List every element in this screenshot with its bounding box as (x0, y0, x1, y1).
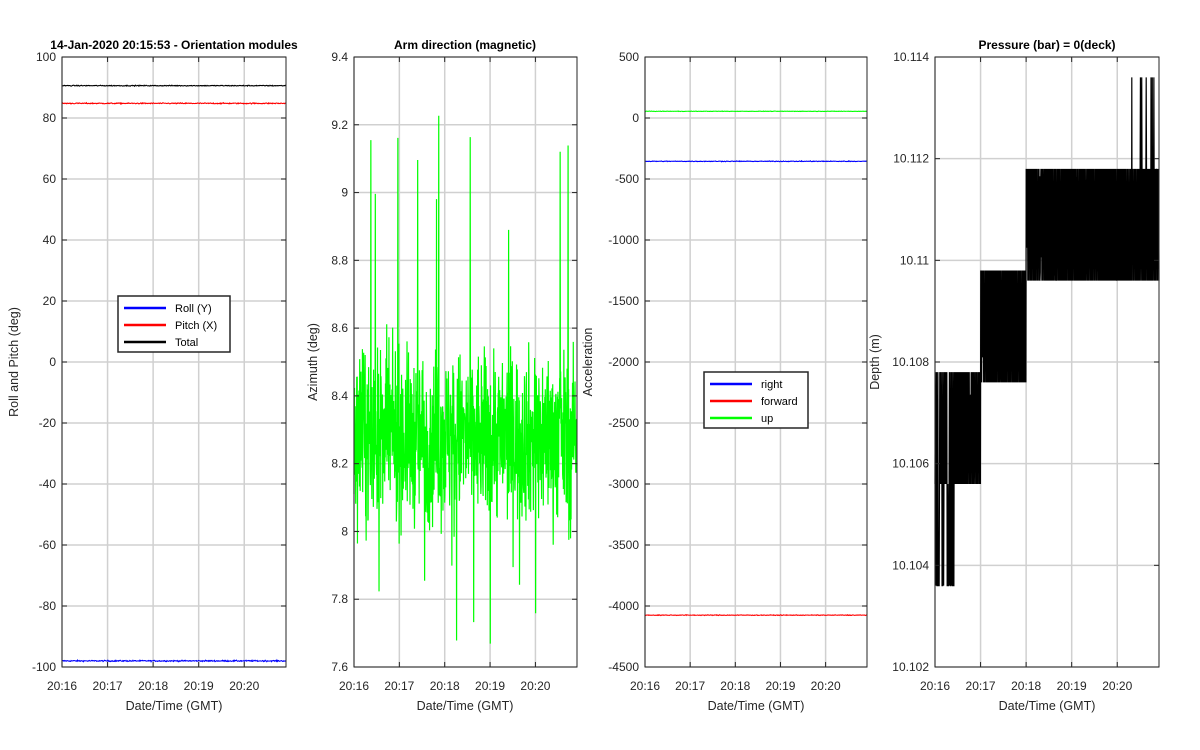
panel-1-xlabel: Date/Time (GMT) (126, 699, 223, 713)
y-tick-label: 80 (43, 111, 57, 125)
x-tick-label: 20:16 (920, 679, 950, 693)
x-tick-label: 20:18 (1011, 679, 1041, 693)
x-tick-label: 20:20 (1102, 679, 1132, 693)
legend: Roll (Y) Pitch (X) Total (117, 295, 231, 353)
x-tick-label: 20:16 (630, 679, 660, 693)
y-tick-label: 9.4 (331, 50, 348, 64)
y-tick-label: 20 (43, 294, 57, 308)
y-tick-label: 10.108 (892, 355, 929, 369)
x-tick-label: 20:18 (720, 679, 750, 693)
x-tick-label: 20:17 (966, 679, 996, 693)
y-tick-label: 10.104 (892, 558, 929, 572)
series-line (61, 84, 287, 88)
panel-1-title: 14-Jan-2020 20:15:53 - Orientation modul… (50, 38, 298, 52)
y-tick-label: -1500 (608, 294, 639, 308)
x-tick-label: 20:17 (93, 679, 123, 693)
y-tick-label: 10.114 (893, 50, 929, 64)
panel-2-xlabel: Date/Time (GMT) (417, 699, 514, 713)
series-line (61, 658, 287, 663)
panel-arm-direction: Arm direction (magnetic) Date/Time (GMT)… (306, 38, 536, 713)
y-tick-label: 60 (43, 172, 57, 186)
y-tick-label: 7.8 (331, 592, 348, 606)
y-tick-label: -60 (39, 538, 57, 552)
x-tick-label: 20:20 (229, 679, 259, 693)
y-tick-label: 8.8 (331, 253, 348, 267)
y-tick-label: -3000 (608, 477, 639, 491)
axes-2: 20:16 20:17 20:18 20:19 20:20 7.6 7.8 8 8.2 8.4 8.… (331, 50, 578, 693)
y-tick-label: -40 (39, 477, 57, 491)
x-tick-label: 20:19 (184, 679, 214, 693)
axes-1: 20:16 20:17 20:18 20:19 20:20 -100 -80 -60 -40 -2… (32, 50, 287, 693)
axes-frame (353, 56, 578, 668)
y-tick-label: -4500 (608, 660, 639, 674)
legend-entry: up (761, 413, 773, 425)
x-tick-label: 20:19 (765, 679, 795, 693)
y-tick-label: -4000 (608, 599, 639, 613)
panel-pressure: Pressure (bar) = 0(deck) Date/Time (GMT)… (868, 38, 1116, 713)
series-line (934, 77, 1160, 587)
axes-background (354, 57, 577, 667)
y-tick-label: 10.11 (900, 253, 929, 267)
y-tick-label: 10.112 (893, 152, 929, 166)
y-tick-label: 8.6 (331, 321, 348, 335)
axes-4: 20:16 20:17 20:18 20:19 20:20 10.102 10.104 10.… (892, 50, 1160, 693)
y-tick-label: 500 (619, 50, 639, 64)
panel-4-xlabel: Date/Time (GMT) (999, 699, 1096, 713)
y-tick-label: 0 (49, 355, 56, 369)
legend-entry: Pitch (X) (175, 320, 217, 332)
legend-entry: Total (175, 337, 198, 349)
panel-4-title: Pressure (bar) = 0(deck) (978, 38, 1115, 52)
x-tick-label: 20:16 (47, 679, 77, 693)
series-line (644, 110, 868, 113)
y-tick-label: 40 (43, 233, 57, 247)
panel-3-ylabel: Acceleration (581, 328, 595, 397)
x-tick-label: 20:20 (520, 679, 550, 693)
panel-2-title: Arm direction (magnetic) (394, 38, 536, 52)
panel-orientation: 14-Jan-2020 20:15:53 - Orientation modul… (7, 38, 298, 713)
y-tick-label: -500 (615, 172, 639, 186)
panel-acceleration: Date/Time (GMT) Acceleration (581, 328, 804, 713)
legend-entry: right (761, 379, 782, 391)
y-tick-label: 9.2 (331, 118, 348, 132)
y-tick-label: -100 (32, 660, 56, 674)
y-tick-label: 8.2 (331, 457, 348, 471)
y-tick-label: 10.102 (892, 660, 929, 674)
y-tick-label: 8.4 (331, 389, 348, 403)
y-tick-label: 10.106 (892, 457, 929, 471)
x-tick-label: 20:17 (675, 679, 705, 693)
series-line (644, 613, 868, 617)
panel-1-ylabel: Roll and Pitch (deg) (7, 307, 21, 417)
series-line (61, 101, 287, 106)
y-tick-label: -2000 (608, 355, 639, 369)
y-tick-label: -2500 (608, 416, 639, 430)
panel-2-ylabel: Azimuth (deg) (306, 323, 320, 401)
x-tick-label: 20:16 (339, 679, 369, 693)
x-tick-label: 20:17 (384, 679, 414, 693)
x-tick-label: 20:20 (811, 679, 841, 693)
y-tick-label: -20 (39, 416, 57, 430)
y-tick-label: 100 (36, 50, 56, 64)
x-tick-label: 20:19 (1057, 679, 1087, 693)
y-tick-label: 8 (341, 524, 348, 538)
y-tick-label: 0 (632, 111, 639, 125)
series-line (644, 159, 868, 163)
axes-3: 20:16 20:17 20:18 20:19 20:20 -4500 -4000 -3500… (608, 50, 868, 693)
y-tick-label: 7.6 (331, 660, 348, 674)
panel-4-ylabel: Depth (m) (868, 334, 882, 390)
y-tick-label: -80 (39, 599, 57, 613)
series-line (353, 115, 578, 644)
x-tick-label: 20:19 (475, 679, 505, 693)
legend-entry: Roll (Y) (175, 303, 212, 315)
x-tick-label: 20:18 (138, 679, 168, 693)
y-tick-label: 9 (341, 186, 348, 200)
y-tick-label: -1000 (608, 233, 639, 247)
panel-3-xlabel: Date/Time (GMT) (708, 699, 805, 713)
legend-entry: forward (761, 396, 798, 408)
legend: right forward up (703, 371, 809, 429)
y-tick-label: -3500 (608, 538, 639, 552)
x-tick-label: 20:18 (430, 679, 460, 693)
